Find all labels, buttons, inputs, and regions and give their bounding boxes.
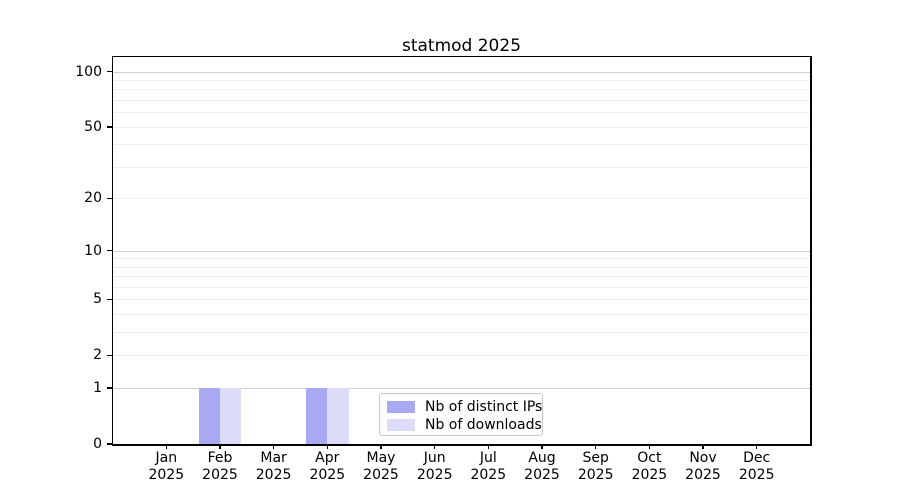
y-tick-label: 2 <box>93 347 102 364</box>
y-tick <box>107 197 113 200</box>
y-tick-label: 20 <box>84 190 102 207</box>
y-tick <box>107 126 113 128</box>
x-tick <box>433 444 436 449</box>
x-tick <box>380 444 382 449</box>
gridline <box>113 276 810 278</box>
x-tick <box>702 444 704 449</box>
legend-label: Nb of distinct IPs <box>425 398 543 415</box>
chart-title: statmod 2025 <box>401 36 522 56</box>
gridline <box>113 287 810 288</box>
gridline <box>113 198 810 200</box>
gridline <box>113 332 810 334</box>
x-tick <box>541 444 543 449</box>
gridline <box>113 258 810 260</box>
y-tick-label: 1 <box>93 380 102 397</box>
x-tick-label: Nov 2025 <box>685 450 721 483</box>
x-tick <box>165 444 168 449</box>
x-tick-label: Sep 2025 <box>577 450 614 483</box>
legend: Nb of distinct IPs Nb of downloads <box>379 393 543 436</box>
spine-top <box>111 55 812 57</box>
x-tick-label: May 2025 <box>363 450 399 483</box>
y-tick-label: 100 <box>75 63 102 80</box>
x-tick <box>648 444 651 449</box>
x-tick <box>219 444 221 449</box>
x-tick <box>272 444 275 449</box>
y-tick <box>107 249 113 252</box>
plot-area <box>113 57 810 444</box>
gridline <box>113 112 810 114</box>
gridline <box>113 388 810 390</box>
spine-bottom <box>111 444 812 446</box>
gridline <box>113 314 810 316</box>
x-tick-label: Apr 2025 <box>309 450 346 483</box>
gridline <box>113 266 810 268</box>
x-tick-label: Jan 2025 <box>148 450 185 483</box>
y-tick <box>107 298 113 301</box>
y-tick <box>107 354 113 357</box>
spine-right <box>810 55 812 446</box>
gridline <box>113 166 810 168</box>
gridline <box>113 250 810 252</box>
x-tick-label: Dec 2025 <box>738 450 775 483</box>
y-tick-label: 0 <box>93 436 102 452</box>
y-tick <box>107 443 113 445</box>
y-tick-label: 50 <box>84 118 102 135</box>
bar-nb-of-downloads-apr-2025 <box>327 388 349 444</box>
gridline <box>113 126 810 128</box>
x-tick-label: Oct 2025 <box>631 450 668 483</box>
bar-nb-of-distinct-ips-feb-2025 <box>198 388 220 444</box>
gridline <box>113 100 810 101</box>
legend-swatch-nb-of-downloads <box>387 418 415 431</box>
gridline <box>113 299 810 301</box>
x-tick <box>487 444 490 449</box>
x-tick-label: Mar 2025 <box>255 450 292 483</box>
legend-item: Nb of distinct IPs <box>387 398 542 415</box>
y-tick <box>107 70 113 73</box>
gridline <box>113 89 810 91</box>
x-tick-label: Feb 2025 <box>202 450 238 483</box>
gridline <box>113 144 810 146</box>
bar-nb-of-downloads-feb-2025 <box>220 388 242 444</box>
y-tick <box>107 387 113 389</box>
legend-label: Nb of downloads <box>425 416 542 433</box>
x-tick <box>326 444 329 449</box>
y-tick-label: 10 <box>84 242 102 259</box>
legend-item: Nb of downloads <box>387 416 542 433</box>
legend-swatch-nb-of-distinct-ips <box>387 400 415 413</box>
bar-nb-of-distinct-ips-apr-2025 <box>306 388 328 444</box>
x-tick-label: Aug 2025 <box>524 450 560 483</box>
gridline <box>113 71 810 73</box>
x-tick-label: Jun 2025 <box>416 450 453 483</box>
x-tick <box>594 444 597 449</box>
gridline <box>113 80 810 81</box>
x-tick-label: Jul 2025 <box>470 450 507 483</box>
y-tick-label: 5 <box>93 291 102 308</box>
x-tick <box>755 444 758 449</box>
gridline <box>113 355 810 357</box>
